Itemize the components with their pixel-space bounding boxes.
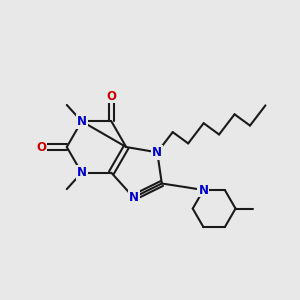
Text: N: N (129, 191, 139, 204)
Text: N: N (76, 115, 87, 128)
Text: O: O (37, 140, 46, 154)
Text: N: N (152, 146, 162, 159)
Text: O: O (106, 89, 116, 103)
Text: N: N (76, 166, 87, 179)
Text: N: N (198, 184, 208, 196)
